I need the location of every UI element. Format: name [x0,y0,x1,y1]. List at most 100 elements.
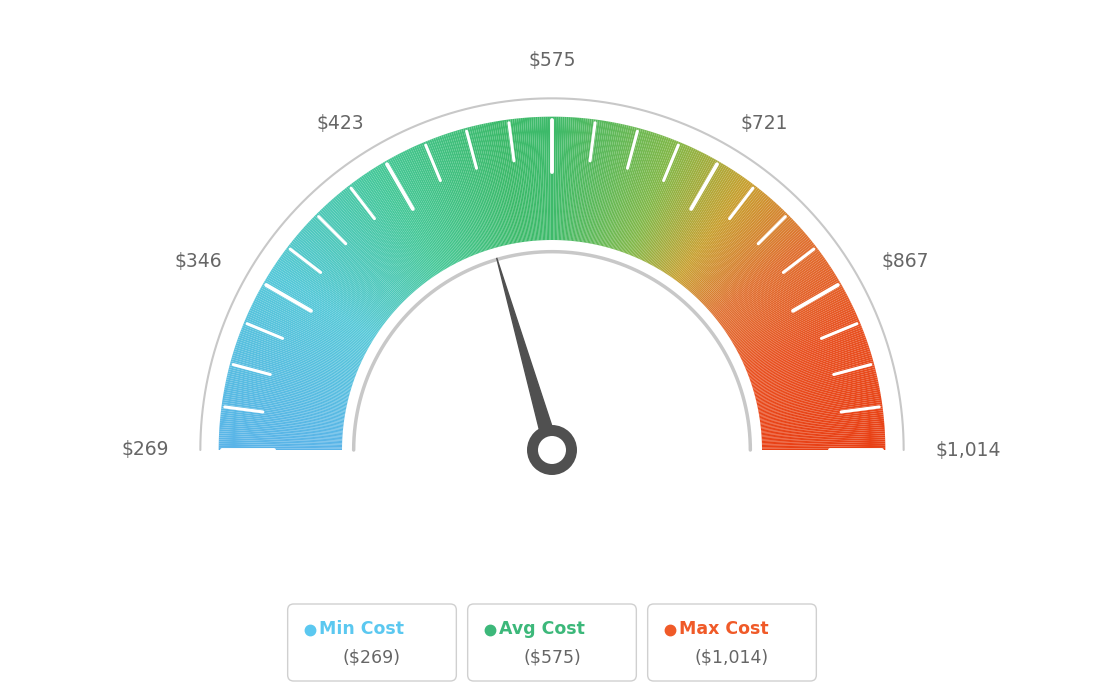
Polygon shape [649,155,709,265]
Polygon shape [315,215,403,302]
Polygon shape [227,371,348,402]
Polygon shape [317,213,404,302]
Polygon shape [283,253,383,326]
Polygon shape [234,349,352,388]
Polygon shape [747,327,862,374]
Polygon shape [750,335,866,379]
Polygon shape [761,408,883,425]
Polygon shape [704,220,795,306]
Polygon shape [221,408,343,425]
Polygon shape [496,121,518,243]
Polygon shape [566,117,577,241]
Polygon shape [252,304,363,359]
Polygon shape [673,178,746,279]
Polygon shape [670,175,741,277]
Polygon shape [226,377,347,406]
Polygon shape [244,319,359,369]
Polygon shape [580,119,598,242]
Polygon shape [585,121,606,243]
Text: Min Cost: Min Cost [319,620,404,638]
Polygon shape [280,256,381,328]
Text: ($575): ($575) [523,649,581,667]
Polygon shape [761,411,883,426]
Polygon shape [233,351,351,389]
Polygon shape [302,228,395,311]
Polygon shape [762,442,885,446]
Polygon shape [716,242,814,320]
FancyBboxPatch shape [288,604,456,681]
Polygon shape [735,288,845,349]
Polygon shape [342,189,422,286]
Polygon shape [666,170,734,274]
Polygon shape [352,181,427,282]
Polygon shape [602,126,633,246]
Polygon shape [250,308,362,362]
Polygon shape [761,417,884,431]
Polygon shape [481,124,509,245]
Polygon shape [223,394,346,416]
Polygon shape [373,168,440,273]
Polygon shape [608,129,643,248]
Polygon shape [739,297,849,355]
Polygon shape [293,239,390,318]
Polygon shape [604,127,637,247]
Polygon shape [540,117,545,240]
Polygon shape [344,188,422,286]
Polygon shape [318,211,405,301]
Polygon shape [265,279,372,343]
Polygon shape [432,139,477,255]
Polygon shape [410,148,464,260]
Polygon shape [760,402,882,421]
Polygon shape [268,273,374,339]
Polygon shape [414,146,466,259]
Polygon shape [237,339,354,382]
Polygon shape [688,196,769,290]
Polygon shape [392,157,452,266]
Polygon shape [722,254,822,328]
Polygon shape [758,392,881,415]
Polygon shape [474,126,503,246]
Polygon shape [327,203,411,295]
Polygon shape [672,177,744,279]
Polygon shape [655,159,716,267]
Polygon shape [230,363,349,397]
Polygon shape [471,126,502,246]
Polygon shape [609,129,645,248]
Polygon shape [498,121,519,243]
Polygon shape [760,396,881,417]
Polygon shape [762,440,885,445]
Text: Avg Cost: Avg Cost [499,620,585,638]
Polygon shape [762,425,884,435]
Polygon shape [705,221,796,307]
Polygon shape [282,254,382,328]
Text: $346: $346 [174,252,223,271]
Polygon shape [241,329,357,375]
Polygon shape [224,390,346,413]
Polygon shape [724,259,827,331]
Polygon shape [683,190,763,287]
Polygon shape [676,180,750,281]
FancyBboxPatch shape [648,604,816,681]
Polygon shape [698,210,785,299]
Text: Max Cost: Max Cost [679,620,768,638]
Polygon shape [287,246,386,322]
Polygon shape [220,421,343,433]
Polygon shape [603,127,635,246]
Polygon shape [758,386,880,411]
Polygon shape [762,446,885,448]
Polygon shape [375,166,442,272]
Polygon shape [605,128,639,247]
Polygon shape [505,120,523,242]
Polygon shape [226,375,348,404]
Polygon shape [230,365,349,397]
Polygon shape [677,181,752,282]
Polygon shape [749,331,864,376]
Polygon shape [401,152,458,263]
Polygon shape [219,440,342,445]
Polygon shape [219,431,342,440]
Polygon shape [399,153,457,264]
Polygon shape [758,390,880,413]
Polygon shape [219,437,342,444]
Polygon shape [586,121,608,243]
Polygon shape [575,119,592,242]
